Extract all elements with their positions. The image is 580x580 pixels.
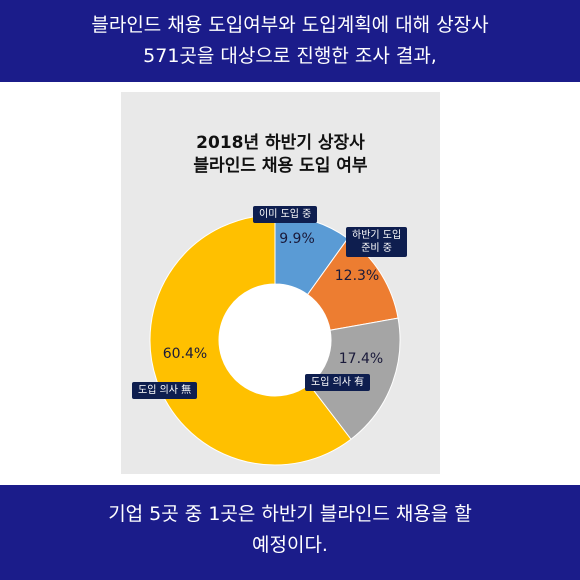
callout-already-adopted-text: 이미 도입 중 — [259, 209, 312, 220]
chart-title: 2018년 하반기 상장사 블라인드 채용 도입 여부 — [121, 132, 440, 178]
callout-preparing-line-1: 하반기 도입 — [352, 230, 402, 241]
callout-already-adopted: 이미 도입 중 — [253, 206, 318, 223]
callout-intend: 도입 의사 有 — [305, 374, 371, 391]
value-label-preparing: 12.3% — [335, 268, 379, 284]
header-banner: 블라인드 채용 도입여부와 도입계획에 대해 상장사 571곳을 대상으로 진행… — [0, 0, 580, 82]
footer-line-2: 예정이다. — [252, 534, 328, 556]
callout-no-intent-text: 도입 의사 無 — [138, 385, 192, 396]
value-label-intend: 17.4% — [339, 351, 383, 367]
header-line-1: 블라인드 채용 도입여부와 도입계획에 대해 상장사 — [91, 14, 489, 36]
callout-preparing: 하반기 도입 준비 중 — [346, 227, 408, 257]
value-label-already-adopted: 9.9% — [279, 231, 315, 247]
callout-intend-text: 도입 의사 有 — [311, 377, 365, 388]
chart-title-line-1: 2018년 하반기 상장사 — [196, 133, 365, 153]
donut-hole — [219, 284, 331, 396]
footer-banner: 기업 5곳 중 1곳은 하반기 블라인드 채용을 할 예정이다. — [0, 485, 580, 580]
header-line-2: 571곳을 대상으로 진행한 조사 결과, — [143, 45, 437, 67]
donut-chart: 9.9% 12.3% 17.4% 60.4% — [149, 214, 401, 466]
chart-card: 2018년 하반기 상장사 블라인드 채용 도입 여부 9.9% 12.3% 17.… — [121, 92, 440, 474]
callout-preparing-line-2: 준비 중 — [361, 243, 392, 254]
value-label-no-intent: 60.4% — [163, 346, 207, 362]
callout-no-intent: 도입 의사 無 — [132, 382, 198, 399]
chart-title-line-2: 블라인드 채용 도입 여부 — [193, 156, 368, 176]
footer-line-1: 기업 5곳 중 1곳은 하반기 블라인드 채용을 할 — [108, 503, 472, 525]
